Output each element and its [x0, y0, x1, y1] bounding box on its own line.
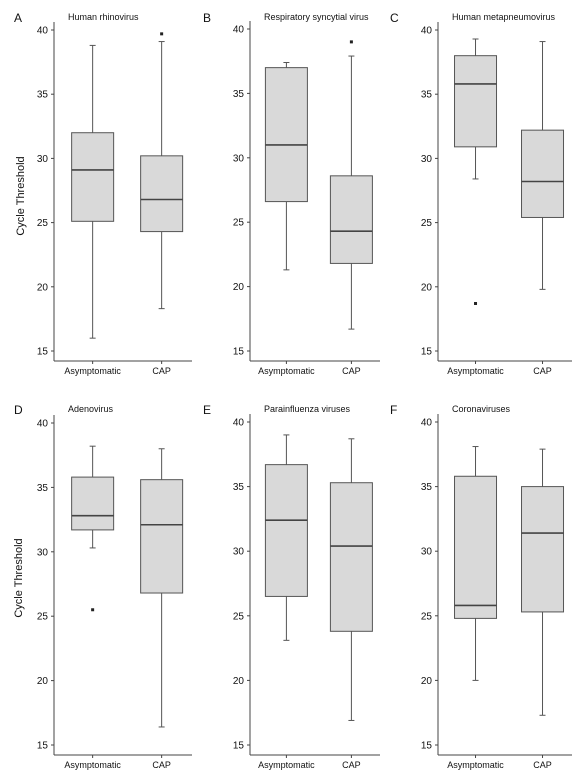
- y-tick-label: 30: [421, 154, 433, 165]
- y-tick-label: 35: [37, 483, 49, 494]
- y-tick-label: 20: [421, 676, 433, 687]
- y-tick-label: 40: [233, 25, 245, 36]
- panel-d: D Adenovirus 15 20 25 30 35 40 Asymptomatic CAP: [14, 403, 192, 770]
- y-tick-label: 30: [37, 154, 49, 165]
- panel-title: Human rhinovirus: [68, 12, 139, 22]
- y-tick-label: 25: [233, 218, 245, 229]
- panel-f: F Coronaviruses 15 20 25 30 35 40 Asymptomatic CA…: [390, 403, 572, 770]
- y-tick-label: 20: [233, 676, 245, 687]
- panel-title: Human metapneumovirus: [452, 12, 556, 22]
- box-cap: [140, 479, 184, 594]
- panel-letter: C: [390, 11, 399, 25]
- box-asymptomatic: [71, 132, 115, 222]
- x-tick-label: CAP: [342, 366, 361, 376]
- x-tick-label: Asymptomatic: [258, 760, 315, 770]
- x-tick-label: Asymptomatic: [447, 366, 504, 376]
- panel-title: Parainfluenza viruses: [264, 404, 351, 414]
- box-asymptomatic: [454, 55, 498, 148]
- box-asymptomatic: [264, 464, 308, 597]
- panel-letter: E: [203, 403, 211, 417]
- outlier-point: [160, 32, 164, 36]
- y-tick-label: 30: [233, 153, 245, 164]
- y-tick-label: 20: [233, 282, 245, 293]
- x-tick-label: Asymptomatic: [64, 760, 121, 770]
- y-tick-label: 40: [37, 419, 49, 430]
- outlier-point: [474, 301, 478, 305]
- panel-title: Respiratory syncytial virus: [264, 12, 369, 22]
- x-tick-label: Asymptomatic: [64, 366, 121, 376]
- y-tick-label: 30: [233, 547, 245, 558]
- outlier-point: [91, 608, 95, 612]
- panel-title: Coronaviruses: [452, 404, 511, 414]
- x-tick-label: CAP: [152, 366, 171, 376]
- y-tick-label: 35: [233, 89, 245, 100]
- panel-e: E Parainfluenza viruses 15 20 25 30 35 40 Asympt…: [203, 403, 380, 770]
- y-tick-label: 20: [37, 282, 49, 293]
- x-tick-label: CAP: [533, 760, 552, 770]
- y-tick-label: 15: [37, 347, 49, 358]
- box-cap: [521, 486, 565, 613]
- y-tick-label: 25: [421, 218, 433, 229]
- y-tick-label: 25: [421, 611, 433, 622]
- box-cap: [140, 155, 184, 233]
- y-tick-label: 40: [233, 418, 245, 429]
- box-cap: [329, 175, 373, 264]
- x-tick-label: CAP: [152, 760, 171, 770]
- y-tick-label: 25: [37, 612, 49, 623]
- chart-panels: A Human rhinovirus 15 20 25 30 35 40 Asymptomati…: [14, 11, 572, 770]
- y-tick-label: 40: [421, 26, 433, 37]
- y-tick-label: 35: [37, 90, 49, 101]
- y-axis-label-top: Cycle Threshold: [15, 156, 27, 235]
- box-asymptomatic: [454, 475, 498, 619]
- panel-a: A Human rhinovirus 15 20 25 30 35 40 Asymptomati…: [14, 11, 192, 376]
- y-tick-label: 15: [233, 347, 245, 358]
- box-asymptomatic: [264, 67, 308, 203]
- y-tick-label: 35: [421, 90, 433, 101]
- y-tick-label: 15: [421, 347, 433, 358]
- box-asymptomatic: [71, 476, 115, 531]
- y-tick-label: 30: [421, 547, 433, 558]
- y-tick-label: 15: [421, 741, 433, 752]
- box-cap: [329, 482, 373, 632]
- x-tick-label: Asymptomatic: [258, 366, 315, 376]
- y-tick-label: 35: [233, 482, 245, 493]
- panel-c: C Human metapneumovirus 15 20 25 30 35 40 Asympt…: [390, 11, 572, 376]
- panel-letter: F: [390, 403, 397, 417]
- outlier-point: [349, 40, 353, 44]
- x-tick-label: CAP: [533, 366, 552, 376]
- x-tick-label: CAP: [342, 760, 361, 770]
- y-tick-label: 25: [233, 611, 245, 622]
- panel-letter: A: [14, 11, 22, 25]
- y-tick-label: 25: [37, 218, 49, 229]
- y-axis-label-bottom: Cycle Threshold: [13, 538, 25, 617]
- y-tick-label: 35: [421, 482, 433, 493]
- y-tick-label: 30: [37, 547, 49, 558]
- box-cap: [521, 129, 565, 218]
- y-tick-label: 20: [421, 282, 433, 293]
- y-tick-label: 40: [37, 26, 49, 37]
- y-tick-label: 20: [37, 676, 49, 687]
- x-tick-label: Asymptomatic: [447, 760, 504, 770]
- panel-letter: D: [14, 403, 23, 417]
- panel-title: Adenovirus: [68, 404, 114, 414]
- panel-b: B Respiratory syncytial virus 15 20 25 30 35 40…: [203, 11, 380, 376]
- y-tick-label: 40: [421, 418, 433, 429]
- y-tick-label: 15: [233, 741, 245, 752]
- y-tick-label: 15: [37, 741, 49, 752]
- panel-letter: B: [203, 11, 211, 25]
